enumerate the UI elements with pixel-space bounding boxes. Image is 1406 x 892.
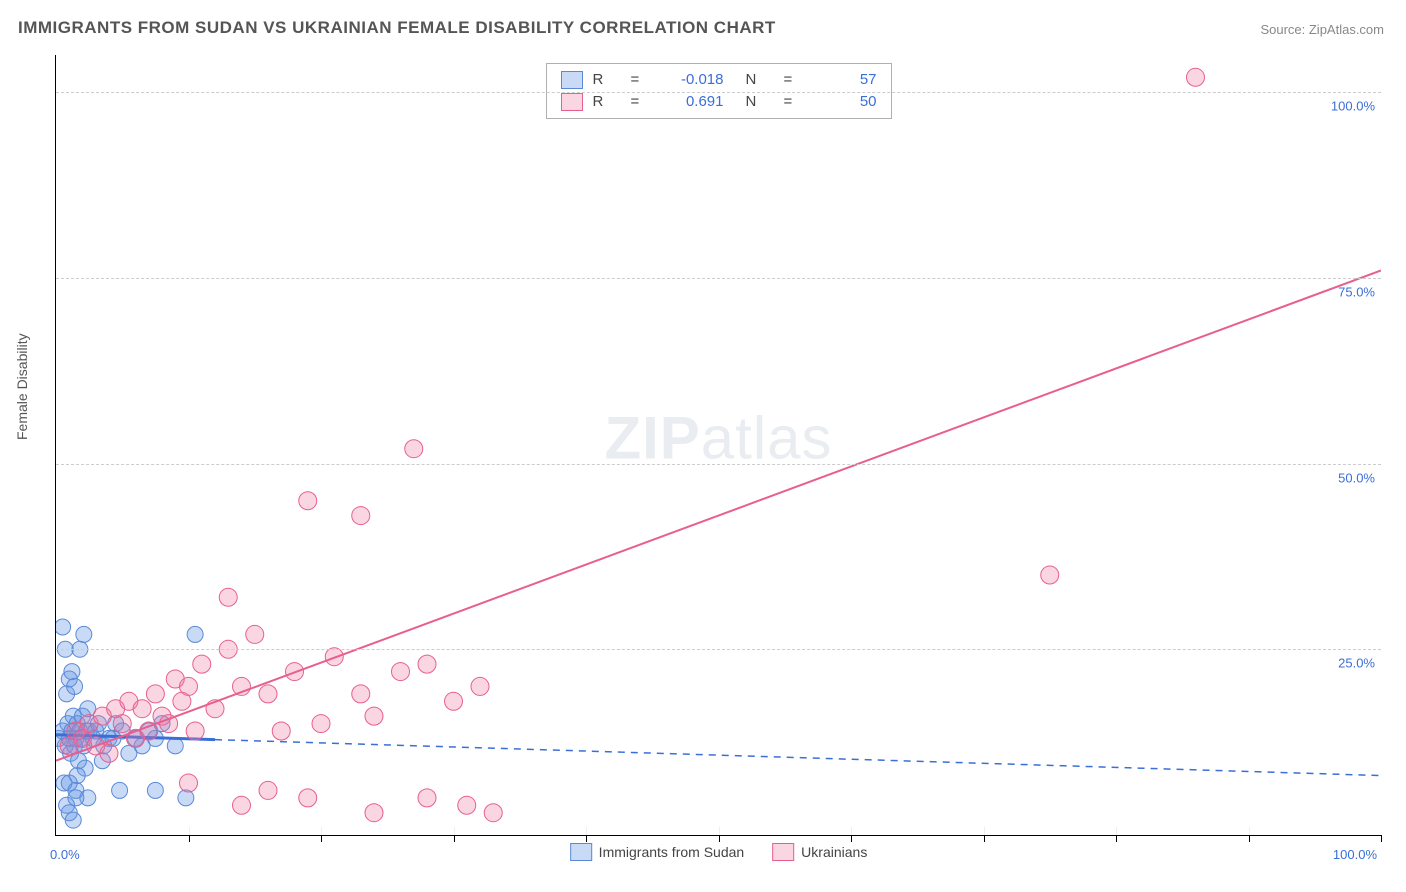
data-point-ukr bbox=[133, 700, 151, 718]
data-point-ukr bbox=[418, 655, 436, 673]
data-point-ukr bbox=[246, 625, 264, 643]
y-tick-label: 100.0% bbox=[1331, 99, 1375, 114]
data-point-ukr bbox=[458, 796, 476, 814]
gridline-h bbox=[56, 92, 1381, 93]
data-point-ukr bbox=[471, 677, 489, 695]
y-tick-label: 50.0% bbox=[1338, 470, 1375, 485]
legend-label-sudan: Immigrants from Sudan bbox=[599, 844, 745, 860]
x-tick bbox=[719, 835, 720, 842]
legend-swatch-sudan bbox=[570, 843, 592, 861]
trendline-sudan-dash bbox=[215, 740, 1381, 776]
x-tick bbox=[851, 835, 852, 842]
data-point-ukr bbox=[365, 804, 383, 822]
source-name: ZipAtlas.com bbox=[1309, 22, 1384, 37]
x-tick bbox=[1116, 835, 1117, 842]
gridline-h bbox=[56, 278, 1381, 279]
data-point-sudan bbox=[187, 626, 203, 642]
source-credit: Source: ZipAtlas.com bbox=[1260, 22, 1384, 37]
gridline-v bbox=[586, 827, 587, 835]
data-point-sudan bbox=[65, 812, 81, 828]
gridline-v bbox=[1249, 827, 1250, 835]
data-point-ukr bbox=[100, 744, 118, 762]
x-tick bbox=[189, 835, 190, 842]
gridline-v bbox=[189, 827, 190, 835]
gridline-v bbox=[1116, 827, 1117, 835]
y-axis-title: Female Disability bbox=[14, 333, 30, 440]
data-point-ukr bbox=[299, 789, 317, 807]
data-point-sudan bbox=[112, 782, 128, 798]
x-tick-label: 0.0% bbox=[50, 847, 80, 862]
x-tick bbox=[321, 835, 322, 842]
data-point-ukr bbox=[299, 492, 317, 510]
source-prefix: Source: bbox=[1260, 22, 1308, 37]
x-tick bbox=[984, 835, 985, 842]
legend-item-sudan: Immigrants from Sudan bbox=[570, 843, 745, 861]
data-point-ukr bbox=[312, 715, 330, 733]
data-point-ukr bbox=[146, 685, 164, 703]
data-point-ukr bbox=[259, 781, 277, 799]
data-point-ukr bbox=[392, 663, 410, 681]
data-point-ukr bbox=[180, 774, 198, 792]
data-point-sudan bbox=[167, 738, 183, 754]
gridline-v bbox=[984, 827, 985, 835]
plot-area: ZIPatlas R=-0.018N=57R=0.691N=50 Immigra… bbox=[55, 55, 1381, 836]
data-point-sudan bbox=[178, 790, 194, 806]
data-point-ukr bbox=[272, 722, 290, 740]
legend-series: Immigrants from Sudan Ukrainians bbox=[570, 843, 868, 861]
x-tick bbox=[1381, 835, 1382, 842]
gridline-v bbox=[851, 827, 852, 835]
data-point-sudan bbox=[67, 678, 83, 694]
data-point-ukr bbox=[1041, 566, 1059, 584]
data-point-sudan bbox=[64, 664, 80, 680]
legend-label-ukr: Ukrainians bbox=[801, 844, 867, 860]
data-point-sudan bbox=[76, 626, 92, 642]
trendline-ukr bbox=[56, 270, 1381, 760]
data-point-ukr bbox=[186, 722, 204, 740]
chart-svg bbox=[56, 55, 1381, 835]
data-point-ukr bbox=[405, 440, 423, 458]
data-point-ukr bbox=[233, 796, 251, 814]
data-point-sudan bbox=[56, 619, 71, 635]
gridline-h bbox=[56, 464, 1381, 465]
x-tick-label: 100.0% bbox=[1333, 847, 1377, 862]
data-point-ukr bbox=[193, 655, 211, 673]
data-point-ukr bbox=[259, 685, 277, 703]
data-point-ukr bbox=[352, 685, 370, 703]
data-point-ukr bbox=[219, 588, 237, 606]
data-point-ukr bbox=[180, 677, 198, 695]
data-point-ukr bbox=[484, 804, 502, 822]
chart-title: IMMIGRANTS FROM SUDAN VS UKRAINIAN FEMAL… bbox=[18, 18, 776, 38]
data-point-ukr bbox=[113, 715, 131, 733]
data-point-ukr bbox=[418, 789, 436, 807]
data-point-ukr bbox=[445, 692, 463, 710]
data-point-sudan bbox=[61, 775, 77, 791]
gridline-v bbox=[454, 827, 455, 835]
data-point-ukr bbox=[1187, 68, 1205, 86]
legend-item-ukr: Ukrainians bbox=[772, 843, 867, 861]
data-point-sudan bbox=[147, 782, 163, 798]
gridline-v bbox=[719, 827, 720, 835]
data-point-ukr bbox=[352, 507, 370, 525]
y-tick-label: 75.0% bbox=[1338, 284, 1375, 299]
x-tick bbox=[1249, 835, 1250, 842]
gridline-v bbox=[321, 827, 322, 835]
legend-swatch-ukr bbox=[772, 843, 794, 861]
gridline-h bbox=[56, 649, 1381, 650]
y-tick-label: 25.0% bbox=[1338, 656, 1375, 671]
data-point-sudan bbox=[68, 790, 84, 806]
x-tick bbox=[586, 835, 587, 842]
data-point-ukr bbox=[365, 707, 383, 725]
x-tick bbox=[454, 835, 455, 842]
